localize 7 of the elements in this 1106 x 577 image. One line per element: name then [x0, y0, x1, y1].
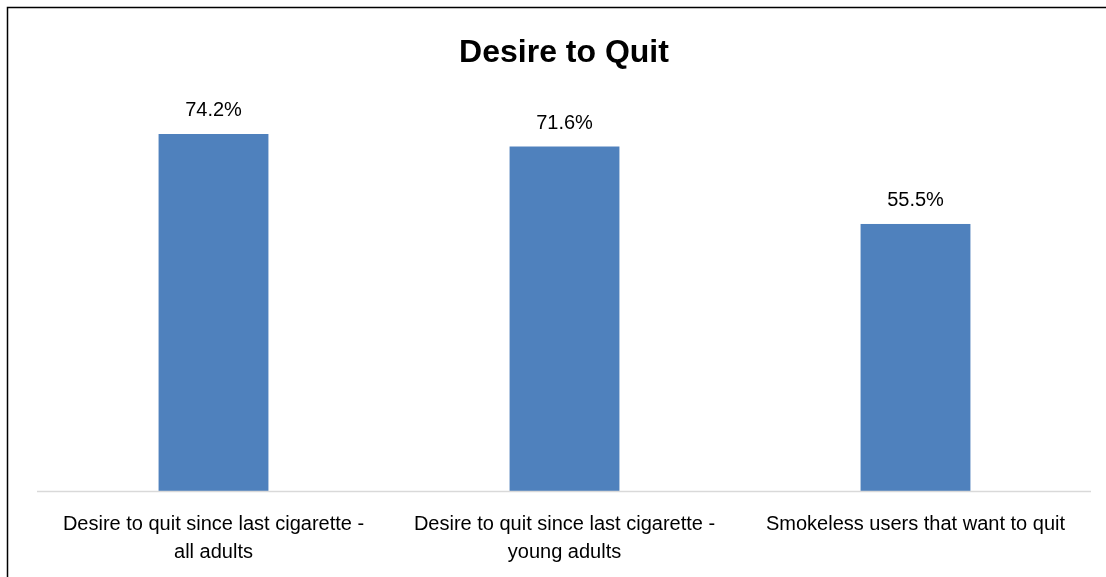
- x-tick-label: Smokeless users that want to quit: [765, 512, 1066, 534]
- x-tick-label: Desire to quit since last cigarette - young adults: [413, 512, 716, 562]
- x-tick-label: Desire to quit since last cigarette - all adults: [62, 512, 365, 562]
- data-label: 74.2%: [185, 98, 243, 120]
- data-label: 71.6%: [536, 110, 594, 133]
- chart-title: Desire to Quit: [459, 33, 670, 69]
- data-label: 55.5%: [887, 187, 945, 210]
